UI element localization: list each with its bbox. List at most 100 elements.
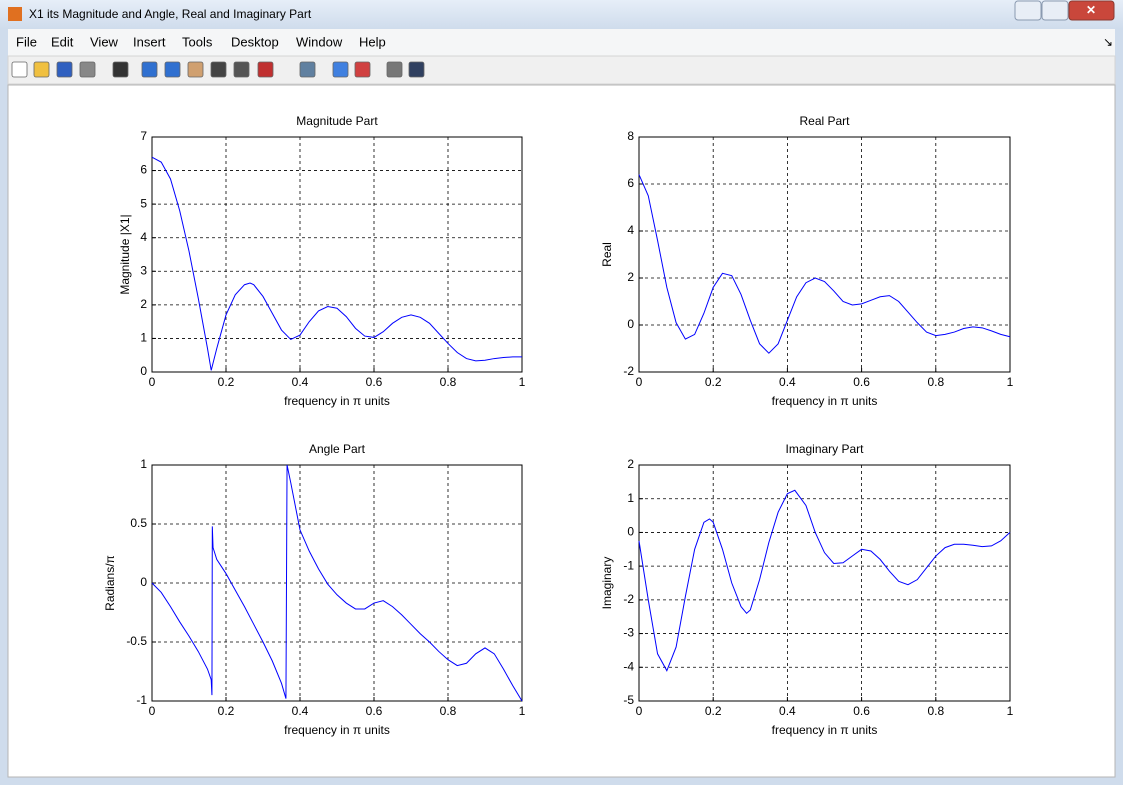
- toolbar-button[interactable]: [112, 61, 129, 78]
- axes-box: [638, 464, 1011, 702]
- y-tick-label: 8: [627, 129, 634, 143]
- x-tick-label: 0: [149, 704, 156, 718]
- x-tick-label: 0: [636, 704, 643, 718]
- data-line: [638, 489, 1011, 672]
- y-tick-label: 0: [627, 317, 634, 331]
- toolbar-button[interactable]: [299, 61, 316, 78]
- toolbar-button[interactable]: [233, 61, 250, 78]
- toolbar-button[interactable]: [33, 61, 50, 78]
- subplot-title: Angle Part: [309, 442, 366, 456]
- toolbar-button[interactable]: [210, 61, 227, 78]
- y-tick-label: -3: [623, 626, 634, 640]
- y-tick-label: 6: [140, 163, 147, 177]
- window-title: X1 its Magnitude and Angle, Real and Ima…: [29, 7, 312, 21]
- x-tick-label: 1: [519, 375, 526, 389]
- minimize-button[interactable]: [1014, 0, 1042, 21]
- x-tick-label: 0.2: [218, 375, 235, 389]
- menu-item[interactable]: Insert: [133, 34, 166, 49]
- menu-item[interactable]: Desktop: [231, 34, 279, 49]
- subplot: 0 0.2 0.4 0.6 0.8 1 -1 -0.5 0 0.5 1 Angle Part frequ…: [103, 442, 525, 737]
- y-tick-label: 0: [627, 525, 634, 539]
- title-bar: [0, 0, 1123, 29]
- x-tick-label: 0.4: [779, 704, 796, 718]
- data-line: [151, 156, 522, 371]
- toolbar-button[interactable]: [56, 61, 73, 78]
- y-tick-label: 4: [627, 223, 634, 237]
- y-tick-label: 0: [140, 364, 147, 378]
- x-tick-label: 0: [636, 375, 643, 389]
- y-tick-label: -4: [623, 659, 634, 673]
- y-tick-label: 4: [140, 230, 147, 244]
- close-button[interactable]: [1068, 0, 1115, 21]
- menu-bar: [8, 29, 1115, 56]
- toolbar-button[interactable]: [408, 61, 425, 78]
- x-tick-label: 0.4: [779, 375, 796, 389]
- x-axis-label: frequency in π units: [772, 723, 878, 737]
- x-tick-label: 0.6: [853, 704, 870, 718]
- x-axis-label: frequency in π units: [284, 394, 390, 408]
- menu-item[interactable]: Edit: [51, 34, 74, 49]
- menu-dock-arrow[interactable]: ↘: [1103, 35, 1113, 49]
- x-axis-label: frequency in π units: [284, 723, 390, 737]
- y-tick-label: 6: [627, 176, 634, 190]
- x-tick-label: 0.8: [927, 704, 944, 718]
- app-icon: [8, 7, 22, 21]
- x-tick-label: 1: [519, 704, 526, 718]
- y-axis-label: Real: [600, 242, 614, 267]
- y-tick-label: 2: [140, 297, 147, 311]
- y-tick-label: 0.5: [130, 516, 147, 530]
- x-tick-label: 1: [1007, 375, 1014, 389]
- y-tick-label: -2: [623, 364, 634, 378]
- y-axis-label: Radians/π: [103, 555, 117, 611]
- menu-item[interactable]: File: [16, 34, 37, 49]
- toolbar-button[interactable]: [386, 61, 403, 78]
- y-tick-label: 2: [627, 457, 634, 471]
- plot-area: [639, 137, 1010, 372]
- menu-item[interactable]: Window: [296, 34, 343, 49]
- y-tick-label: -5: [623, 693, 634, 707]
- y-tick-label: 1: [627, 491, 634, 505]
- y-tick-label: 1: [140, 331, 147, 345]
- y-tick-label: 3: [140, 263, 147, 277]
- subplot: 0 0.2 0.4 0.6 0.8 1 -5 -4 -3 -2 -1 0 1 2 Imaginary Par…: [600, 442, 1013, 737]
- toolbar-button[interactable]: [354, 61, 371, 78]
- toolbar-button[interactable]: [79, 61, 96, 78]
- y-tick-label: 5: [140, 196, 147, 210]
- menu-item[interactable]: Tools: [182, 34, 213, 49]
- subplot: 0 0.2 0.4 0.6 0.8 1 0 1 2 3 4 5 6 7 Magnitude Part freq…: [118, 114, 525, 408]
- y-tick-label: 1: [140, 457, 147, 471]
- x-tick-label: 0.4: [292, 375, 309, 389]
- y-tick-label: -1: [623, 558, 634, 572]
- menu-item[interactable]: View: [90, 34, 119, 49]
- toolbar-button[interactable]: [141, 61, 158, 78]
- toolbar-button[interactable]: [11, 61, 28, 78]
- x-tick-label: 0.6: [366, 704, 383, 718]
- x-tick-label: 0.8: [440, 704, 457, 718]
- x-tick-label: 0.8: [440, 375, 457, 389]
- subplot-title: Magnitude Part: [296, 114, 378, 128]
- toolbar-button[interactable]: [332, 61, 349, 78]
- y-axis-label: Imaginary: [600, 557, 614, 610]
- toolbar-button[interactable]: [187, 61, 204, 78]
- menu-item[interactable]: Help: [359, 34, 386, 49]
- axes-box: [151, 136, 523, 373]
- subplot-title: Imaginary Part: [785, 442, 864, 456]
- x-tick-label: 0: [149, 375, 156, 389]
- x-tick-label: 1: [1007, 704, 1014, 718]
- toolbar-button[interactable]: [164, 61, 181, 78]
- x-tick-label: 0.6: [853, 375, 870, 389]
- x-tick-label: 0.4: [292, 704, 309, 718]
- y-axis-label: Magnitude |X1|: [118, 214, 132, 294]
- subplot-title: Real Part: [799, 114, 850, 128]
- toolbar-button[interactable]: [257, 61, 274, 78]
- maximize-button[interactable]: [1041, 0, 1069, 21]
- y-tick-label: 0: [140, 575, 147, 589]
- plot-area: [152, 137, 522, 372]
- y-tick-label: -0.5: [126, 634, 147, 648]
- y-tick-label: 2: [627, 270, 634, 284]
- close-icon: ✕: [1086, 3, 1096, 17]
- y-tick-label: -1: [136, 693, 147, 707]
- plot-area: [639, 465, 1010, 701]
